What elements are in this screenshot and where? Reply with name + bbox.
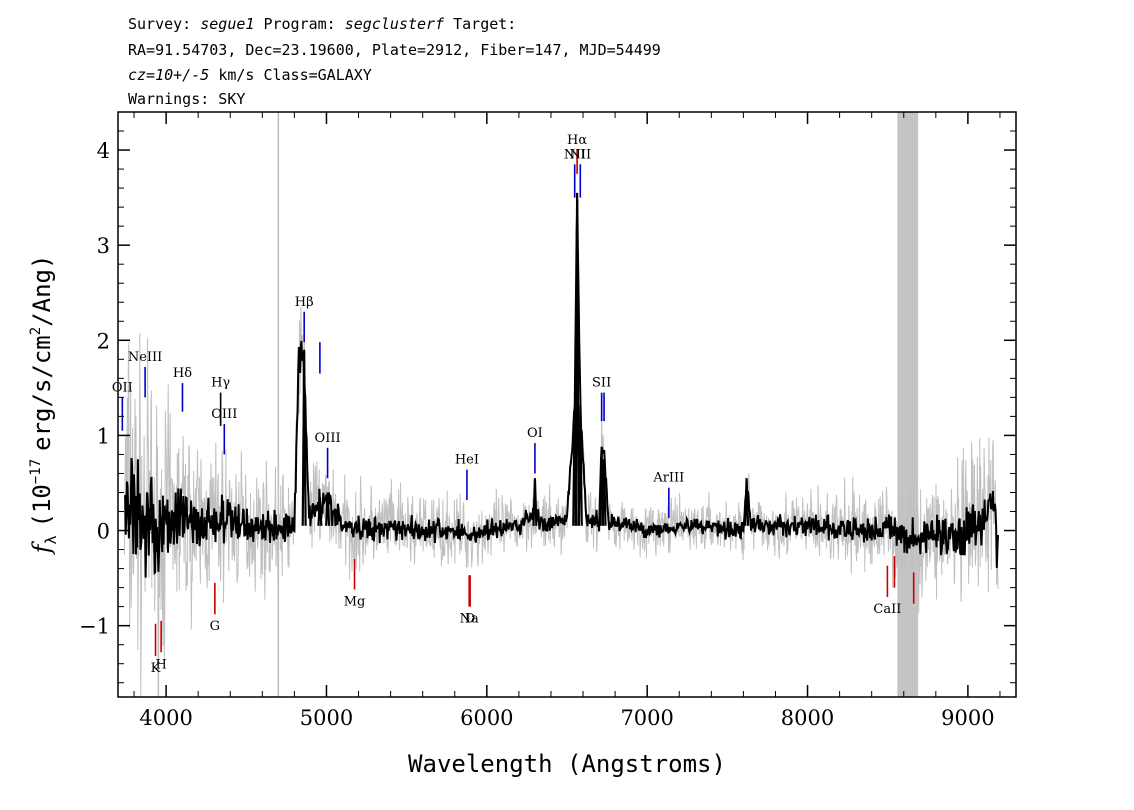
y-tick-label: 4 [97,139,110,163]
emission-line-label: OIII [315,431,341,446]
y-tick-label: 1 [97,424,110,448]
emission-peak [744,478,750,526]
emission-line-label: ArIII [652,471,684,486]
y-tick-label: 2 [97,329,110,353]
emission-line-label: HeI [455,453,479,468]
emission-line-label: NeIII [128,350,162,365]
header-line-3: cz=10+/-5 km/s Class=GALAXY [128,66,372,84]
x-tick-label: 5000 [300,706,353,730]
absorption-line-label: H [155,657,166,672]
header-line-4: Warnings: SKY [128,90,245,108]
emission-line-label: SII [592,376,611,391]
emission-line-label: NII [569,147,591,162]
emission-peak [574,192,580,526]
absorption-line-label: K [151,661,161,676]
absorption-line-label: CaII [873,602,901,617]
x-tick-label: 4000 [139,706,192,730]
absorption-line-label: D [465,612,475,627]
error-series-line [123,214,999,698]
emission-peak [301,349,307,526]
emission-peak [317,497,323,526]
emission-line-label: OIII [211,407,237,422]
emission-line-label: OI [527,426,543,441]
emission-line-label: Hγ [211,376,230,391]
emission-peak [325,492,331,526]
x-tick-label: 9000 [941,706,994,730]
x-tick-label: 6000 [460,706,513,730]
header-line-2: RA=91.54703, Dec=23.19600, Plate=2912, F… [128,41,661,59]
absorption-line-label: Na [460,612,479,627]
absorption-line-label: G [210,619,220,634]
spectrum-series-line [124,199,999,578]
axis-ticks: 4000 5000 6000 7000 8000 9000 −1 0 1 2 3 4 [79,112,1016,730]
emission-line-label: Hβ [295,295,314,310]
plot-frame [117,111,1017,698]
x-tick-label: 8000 [781,706,834,730]
emission-line-label: OII [112,380,133,395]
emission-peak [577,404,583,526]
emission-peak [532,478,538,526]
y-axis-label: fλ(10−17erg/s/cm2/Ang) [28,255,60,556]
y-tick-label: 3 [97,234,110,258]
emission-line-label: NII [564,147,586,162]
absorption-line-label: Mg [344,595,366,610]
x-tick-label: 7000 [620,706,673,730]
y-tick-label: 0 [97,520,110,544]
x-axis-label: Wavelength (Angstroms) [408,750,726,778]
emission-line-label: Hδ [173,366,192,381]
emission-line-label: Hα [567,133,587,148]
header-line-1: Survey: segue1 Program: segclusterf Targ… [128,15,516,33]
y-tick-label: −1 [79,615,110,639]
emission-peak [601,459,607,526]
